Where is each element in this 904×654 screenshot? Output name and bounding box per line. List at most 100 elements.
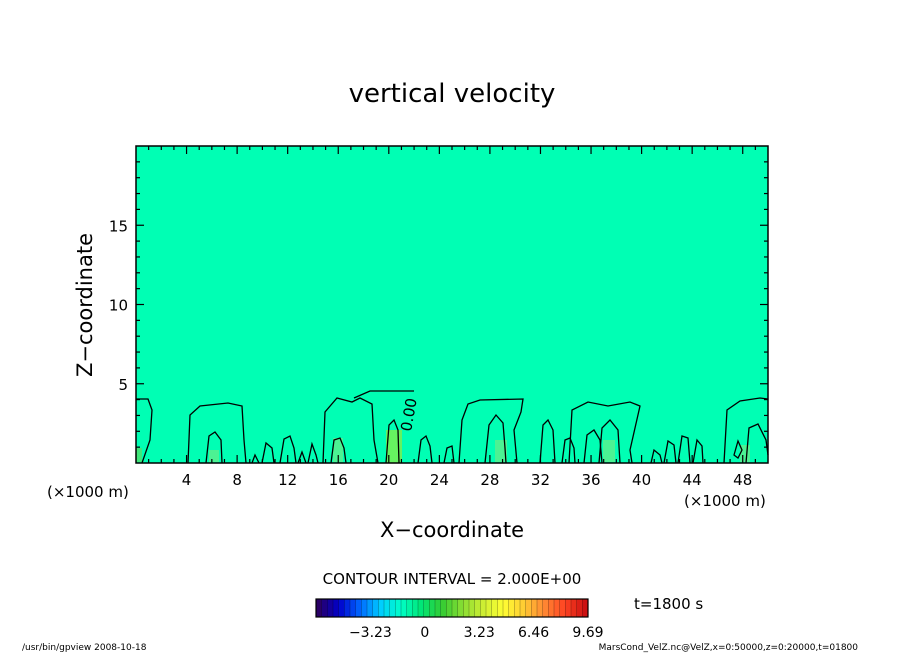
color-patch: [495, 440, 507, 462]
colorbar-cell: [474, 599, 481, 617]
colorbar-cell: [395, 599, 402, 617]
contour-line: [307, 441, 319, 464]
x-tick-label: 8: [232, 471, 242, 489]
colorbar-cell: [406, 599, 413, 617]
contour-line: [385, 418, 400, 464]
chart-title: vertical velocity: [349, 79, 556, 109]
footer-right: MarsCond_VelZ.nc@VelZ,x=0:50000,z=0:2000…: [599, 643, 859, 653]
colorbar-cell: [497, 599, 504, 617]
y-tick-label: 5: [118, 376, 128, 394]
contour-line: [417, 434, 433, 464]
colorbar-cell: [446, 599, 453, 617]
colorbar-cell: [486, 599, 492, 617]
x-tick-label: 36: [581, 471, 600, 489]
footer-left: /usr/bin/gpview 2008-10-18: [22, 643, 147, 653]
colorbar-cell: [429, 599, 436, 617]
colorbar-cell: [576, 599, 583, 617]
colorbar-cell: [503, 599, 509, 617]
colorbar-cell: [565, 599, 572, 617]
colorbar-cell: [537, 599, 543, 617]
y-tick-labels: 5 10 15: [109, 217, 128, 394]
colorbar-cell: [384, 599, 390, 617]
colorbar-cell: [327, 599, 334, 617]
colorbar-tick-labels: −3.23 0 3.23 6.46 9.69: [349, 625, 604, 641]
contour-line: [261, 441, 275, 464]
x-unit-right: (×1000 m): [684, 492, 766, 510]
colorbar-cell: [361, 599, 368, 617]
contour-line: [322, 397, 379, 464]
colorbar-tick-label: −3.23: [349, 625, 392, 641]
contour-line: [136, 398, 153, 464]
colorbar-cell: [554, 599, 560, 617]
colorbar-cell: [355, 599, 362, 617]
x-unit-left: (×1000 m): [47, 483, 129, 501]
colorbar-tick-label: 9.69: [572, 625, 603, 641]
x-tick-label: 44: [683, 471, 702, 489]
colorbar-cells: [315, 599, 589, 617]
contour-line: [330, 437, 347, 464]
color-patch: [136, 448, 142, 462]
contour-line: [458, 398, 524, 464]
x-tick-label: 12: [278, 471, 297, 489]
contour-line: [598, 419, 621, 464]
colorbar-cell: [350, 599, 356, 617]
colorbar-cell: [480, 599, 487, 617]
colorbar-cell: [440, 599, 447, 617]
x-tick-label: 20: [379, 471, 398, 489]
colorbar-cell: [344, 599, 351, 617]
colorbar-cell: [582, 599, 589, 617]
color-patch: [740, 445, 750, 462]
colorbar-cell: [372, 599, 379, 617]
contour-line: [443, 445, 455, 464]
colorbar-frame: [315, 598, 589, 618]
colorbar-tick-label: 6.46: [518, 625, 549, 641]
color-patches: [136, 430, 750, 463]
colorbar: −3.23 0 3.23 6.46 9.69: [315, 598, 604, 641]
colorbar-cell: [531, 599, 538, 617]
color-patch: [209, 450, 219, 462]
contour-line: [733, 439, 743, 459]
y-axis-label: Z−coordinate: [73, 233, 97, 377]
contour-line: [353, 390, 414, 399]
contour-line: [187, 402, 247, 464]
y-tick-label: 15: [109, 217, 128, 235]
time-label: t=1800 s: [634, 595, 703, 613]
colorbar-cell: [548, 599, 555, 617]
contour-line: [650, 448, 663, 464]
contour-line: [745, 423, 769, 464]
colorbar-cell: [321, 599, 328, 617]
colorbar-cell: [491, 599, 498, 617]
colorbar-cell: [338, 599, 345, 617]
colorbar-cell: [463, 599, 470, 617]
colorbar-cell: [520, 599, 526, 617]
colorbar-tick-label: 3.23: [464, 625, 495, 641]
contour-line: [205, 431, 223, 464]
contour-line: [723, 397, 769, 464]
contour-line: [297, 450, 307, 464]
contour-line: [279, 435, 297, 464]
colorbar-tick-label: 0: [420, 625, 429, 641]
colorbar-cell: [469, 599, 475, 617]
contour-label: 0.00: [397, 397, 421, 433]
colorbar-cell: [571, 599, 577, 617]
colorbar-cell: [412, 599, 419, 617]
x-tick-label: 48: [733, 471, 752, 489]
x-tick-label: 28: [480, 471, 499, 489]
plot-area: 0.00: [135, 145, 769, 464]
colorbar-cell: [435, 599, 441, 617]
y-tick-label: 10: [109, 297, 128, 315]
field-fill: [136, 146, 768, 463]
colorbar-cell: [333, 599, 339, 617]
contour-line: [484, 413, 507, 464]
colorbar-cell: [452, 599, 458, 617]
x-tick-label: 24: [430, 471, 449, 489]
tick-marks: [136, 146, 768, 463]
colorbar-cell: [316, 599, 322, 617]
contour-line: [663, 439, 677, 464]
contour-lines: [136, 390, 769, 464]
contour-line: [251, 453, 260, 464]
x-tick-label: 32: [531, 471, 550, 489]
colorbar-cell: [559, 599, 566, 617]
colorbar-cell: [367, 599, 373, 617]
